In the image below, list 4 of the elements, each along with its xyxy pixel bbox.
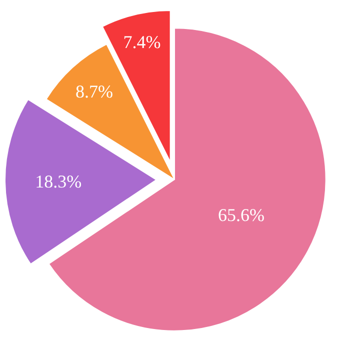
data-label: 7.4% — [123, 32, 161, 52]
data-label: 65.6% — [218, 205, 265, 226]
data-label: 8.7% — [76, 81, 114, 102]
data-label: 18.3% — [35, 171, 82, 192]
